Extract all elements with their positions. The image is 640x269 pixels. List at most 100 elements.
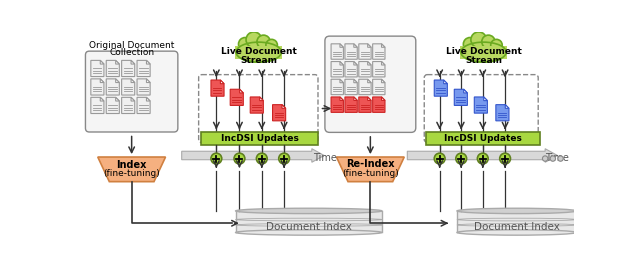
Polygon shape [106, 79, 119, 95]
Polygon shape [372, 62, 385, 77]
Polygon shape [464, 89, 467, 93]
Polygon shape [147, 97, 150, 101]
Polygon shape [359, 97, 371, 112]
Bar [201, 132, 318, 146]
Text: Time: Time [312, 153, 337, 163]
Polygon shape [137, 97, 150, 114]
Polygon shape [106, 97, 119, 114]
Polygon shape [506, 105, 509, 108]
Circle shape [500, 153, 511, 164]
Polygon shape [496, 105, 509, 121]
FancyBboxPatch shape [86, 51, 178, 132]
Polygon shape [340, 44, 344, 47]
Bar [236, 46, 282, 59]
Circle shape [463, 38, 477, 51]
Text: Original Document: Original Document [89, 41, 174, 49]
Polygon shape [131, 79, 135, 83]
Polygon shape [345, 97, 357, 112]
Circle shape [491, 39, 502, 51]
Polygon shape [484, 97, 488, 101]
Polygon shape [91, 79, 104, 95]
Polygon shape [116, 79, 119, 83]
Polygon shape [454, 89, 467, 105]
Polygon shape [367, 44, 371, 47]
Polygon shape [122, 79, 135, 95]
Ellipse shape [236, 42, 282, 62]
Polygon shape [354, 44, 357, 47]
Polygon shape [359, 62, 371, 77]
Circle shape [257, 153, 267, 164]
Polygon shape [354, 97, 357, 100]
Polygon shape [372, 79, 385, 95]
Text: Stream: Stream [240, 56, 277, 65]
Polygon shape [282, 105, 285, 108]
Polygon shape [116, 97, 119, 101]
Bar [236, 211, 382, 232]
Circle shape [435, 153, 445, 164]
Polygon shape [273, 105, 285, 121]
Polygon shape [354, 79, 357, 83]
Polygon shape [211, 80, 224, 96]
Text: (fine-tuning): (fine-tuning) [103, 169, 160, 178]
Polygon shape [137, 79, 150, 95]
Bar [457, 211, 577, 232]
Bar [460, 46, 507, 59]
Circle shape [279, 153, 289, 164]
Polygon shape [100, 60, 104, 64]
Polygon shape [367, 62, 371, 65]
Polygon shape [340, 97, 344, 100]
Polygon shape [331, 62, 344, 77]
Polygon shape [359, 79, 371, 95]
Ellipse shape [461, 42, 506, 62]
Text: Re-Index: Re-Index [346, 159, 395, 169]
Text: (fine-tuning): (fine-tuning) [342, 169, 399, 178]
Ellipse shape [236, 230, 382, 235]
Ellipse shape [457, 230, 577, 235]
Circle shape [246, 32, 262, 48]
Polygon shape [372, 44, 385, 59]
Circle shape [543, 156, 548, 161]
Polygon shape [340, 79, 344, 83]
Polygon shape [367, 97, 371, 100]
Polygon shape [331, 79, 344, 95]
Polygon shape [331, 97, 344, 112]
Polygon shape [474, 97, 488, 113]
Polygon shape [381, 79, 385, 83]
Polygon shape [260, 97, 263, 101]
Circle shape [234, 153, 245, 164]
Polygon shape [131, 60, 135, 64]
Text: Document Index: Document Index [266, 222, 352, 232]
Polygon shape [331, 44, 344, 59]
Ellipse shape [236, 208, 382, 214]
Text: IncDSI Updates: IncDSI Updates [444, 134, 522, 143]
Polygon shape [337, 157, 404, 182]
Polygon shape [381, 62, 385, 65]
Polygon shape [250, 97, 263, 113]
Polygon shape [230, 89, 243, 105]
FancyArrow shape [182, 149, 324, 162]
Polygon shape [435, 80, 447, 96]
Circle shape [456, 153, 467, 164]
Polygon shape [147, 60, 150, 64]
Polygon shape [381, 44, 385, 47]
Polygon shape [372, 97, 385, 112]
Polygon shape [239, 89, 243, 93]
Text: Document Index: Document Index [474, 222, 559, 232]
FancyBboxPatch shape [325, 36, 416, 132]
Polygon shape [131, 97, 135, 101]
Polygon shape [147, 79, 150, 83]
Polygon shape [91, 60, 104, 77]
Circle shape [211, 153, 221, 164]
Text: Live Document: Live Document [221, 47, 296, 56]
Text: IncDSI Updates: IncDSI Updates [221, 134, 298, 143]
Polygon shape [106, 60, 119, 77]
Polygon shape [220, 80, 224, 84]
Polygon shape [137, 60, 150, 77]
Circle shape [477, 153, 488, 164]
Polygon shape [345, 44, 357, 59]
Text: Live Document: Live Document [445, 47, 522, 56]
Circle shape [550, 156, 556, 161]
Polygon shape [359, 44, 371, 59]
Bar [426, 132, 540, 146]
Ellipse shape [457, 208, 577, 214]
